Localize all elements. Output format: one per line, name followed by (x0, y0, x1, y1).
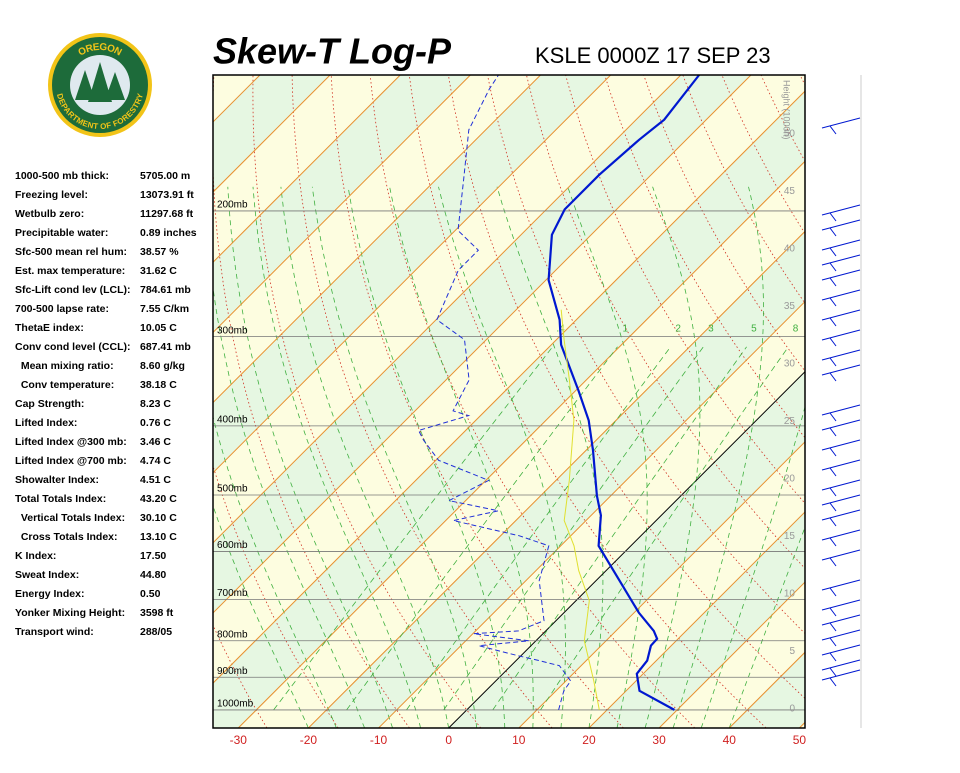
index-value: 3598 ft (140, 607, 174, 619)
index-value: 17.50 (140, 550, 166, 562)
index-value: 10.05 C (140, 322, 177, 334)
mixing-ratio-label: 5 (751, 323, 757, 334)
index-label: K Index: (15, 550, 56, 562)
index-label: Precipitable water: (15, 227, 108, 239)
y2-axis-label: Height (1000ft) (782, 80, 792, 140)
y2-tick-label: 20 (784, 474, 796, 485)
x-tick-label: 0 (445, 733, 452, 747)
y-tick-label: 400mb (217, 414, 248, 425)
index-value: 4.74 C (140, 455, 171, 467)
chart-subtitle: KSLE 0000Z 17 SEP 23 (535, 43, 771, 68)
x-tick-label: 30 (652, 733, 666, 747)
index-value: 687.41 mb (140, 341, 191, 353)
mixing-ratio-label: 1 (623, 323, 629, 334)
y-tick-label: 900mb (217, 666, 248, 677)
index-value: 8.60 g/kg (140, 360, 185, 372)
index-label: Sweat Index: (15, 569, 79, 581)
y-tick-label: 700mb (217, 588, 248, 599)
index-label: Lifted Index: (15, 417, 77, 429)
index-label: Est. max temperature: (15, 265, 125, 277)
chart-title: Skew-T Log-P (213, 31, 452, 72)
y2-tick-label: 45 (784, 186, 796, 197)
y-tick-label: 600mb (217, 540, 248, 551)
index-label: Transport wind: (15, 626, 94, 638)
y-tick-label: 500mb (217, 484, 248, 495)
index-label: Conv temperature: (15, 379, 114, 391)
y2-tick-label: 25 (784, 416, 796, 427)
indices: 1000-500 mb thick: 5705.00 m Freezing leve… (15, 170, 197, 638)
y-tick-label: 300mb (217, 325, 248, 336)
y-tick-label: 200mb (217, 200, 248, 211)
index-label: Sfc-500 mean rel hum: (15, 246, 127, 258)
index-label: Lifted Index @300 mb: (15, 436, 127, 448)
index-value: 8.23 C (140, 398, 171, 410)
index-value: 5705.00 m (140, 170, 190, 182)
y2-tick-label: 40 (784, 243, 796, 254)
index-label: 700-500 lapse rate: (15, 303, 109, 315)
index-label: Freezing level: (15, 189, 88, 201)
index-value: 0.89 inches (140, 227, 197, 239)
index-label: ThetaE index: (15, 322, 84, 334)
index-value: 30.10 C (140, 512, 177, 524)
index-label: 1000-500 mb thick: (15, 170, 109, 182)
index-label: Conv cond level (CCL): (15, 341, 131, 353)
dry-adiabat (878, 75, 960, 728)
index-label: Sfc-Lift cond lev (LCL): (15, 284, 131, 296)
x-tick-label: 10 (512, 733, 526, 747)
logo: OREGON DEPARTMENT OF FORESTRY (48, 33, 152, 137)
index-value: 7.55 C/km (140, 303, 189, 315)
index-label: Cross Totals Index: (15, 531, 118, 543)
index-label: Showalter Index: (15, 474, 99, 486)
index-label: Total Totals Index: (15, 493, 106, 505)
y2-tick-label: 30 (784, 358, 796, 369)
index-value: 13073.91 ft (140, 189, 194, 201)
index-label: Lifted Index @700 mb: (15, 455, 127, 467)
x-tick-label: 40 (723, 733, 737, 747)
index-value: 43.20 C (140, 493, 177, 505)
index-value: 38.57 % (140, 246, 179, 258)
index-label: Wetbulb zero: (15, 208, 84, 220)
y2-tick-label: 10 (784, 589, 796, 600)
mixing-ratio-label: 3 (708, 323, 714, 334)
index-value: 31.62 C (140, 265, 177, 277)
index-label: Yonker Mixing Height: (15, 607, 125, 619)
index-value: 3.46 C (140, 436, 171, 448)
mixing-ratio-label: 8 (793, 323, 799, 334)
mixing-ratio-label: 2 (675, 323, 681, 334)
y2-tick-label: 5 (789, 646, 795, 657)
x-tick-label: -30 (230, 733, 248, 747)
x-tick-label: 20 (582, 733, 596, 747)
index-value: 4.51 C (140, 474, 171, 486)
index-label: Mean mixing ratio: (15, 360, 114, 372)
index-value: 11297.68 ft (140, 208, 194, 220)
y2-tick-label: 0 (789, 704, 795, 715)
y-tick-label: 1000mb (217, 699, 254, 710)
x-tick-label: 50 (793, 733, 807, 747)
index-value: 288/05 (140, 626, 172, 638)
index-value: 13.10 C (140, 531, 177, 543)
index-label: Vertical Totals Index: (15, 512, 125, 524)
dry-adiabat (917, 75, 960, 728)
index-value: 0.76 C (140, 417, 171, 429)
index-label: Energy Index: (15, 588, 84, 600)
index-value: 784.61 mb (140, 284, 191, 296)
x-tick-label: -10 (370, 733, 388, 747)
index-label: Cap Strength: (15, 398, 84, 410)
index-value: 44.80 (140, 569, 166, 581)
x-tick-label: -20 (300, 733, 318, 747)
index-value: 0.50 (140, 588, 161, 600)
y2-tick-label: 35 (784, 301, 796, 312)
dry-adiabat (956, 75, 960, 728)
y-tick-label: 800mb (217, 629, 248, 640)
index-value: 38.18 C (140, 379, 177, 391)
y2-tick-label: 15 (784, 531, 796, 542)
